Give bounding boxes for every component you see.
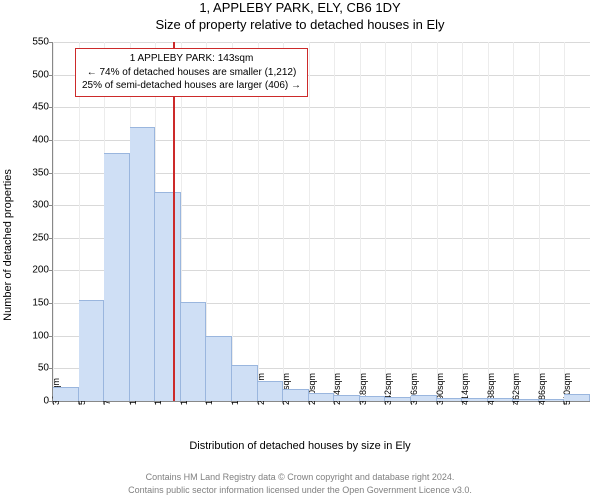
histogram-bar (488, 398, 514, 401)
histogram-bar (206, 336, 232, 401)
histogram-bar (155, 192, 181, 401)
gridline-h (53, 107, 590, 108)
footer-copyright-2: Contains public sector information licen… (128, 485, 472, 495)
gridline-v (334, 42, 335, 401)
page-title-address: 1, APPLEBY PARK, ELY, CB6 1DY (0, 0, 600, 17)
histogram-bar (513, 399, 539, 401)
histogram-bar (258, 381, 284, 401)
histogram-bar (385, 397, 411, 401)
histogram-bar (283, 389, 309, 401)
gridline-v (411, 42, 412, 401)
histogram-bar (130, 127, 156, 401)
histogram-bar (79, 300, 105, 401)
x-axis-label: Distribution of detached houses by size … (189, 440, 410, 452)
gridline-v (437, 42, 438, 401)
footer-copyright-1: Contains HM Land Registry data © Crown c… (146, 472, 455, 482)
annotation-line: 25% of semi-detached houses are larger (… (82, 79, 301, 93)
plot-area: 05010015020025030035040045050055030sqm54… (52, 42, 590, 402)
gridline-v (513, 42, 514, 401)
gridline-h (53, 42, 590, 43)
gridline-v (53, 42, 54, 401)
annotation-line: ← 74% of detached houses are smaller (1,… (82, 66, 301, 80)
histogram-bar (360, 396, 386, 401)
annotation-line: 1 APPLEBY PARK: 143sqm (82, 52, 301, 66)
histogram-bar (437, 398, 463, 401)
histogram-bar (104, 153, 130, 401)
gridline-v (539, 42, 540, 401)
histogram-bar (309, 393, 335, 401)
gridline-v (385, 42, 386, 401)
gridline-v (488, 42, 489, 401)
page-title-desc: Size of property relative to detached ho… (0, 17, 600, 34)
histogram-bar (181, 302, 207, 401)
histogram-bar (539, 399, 565, 401)
histogram-bar (411, 395, 437, 401)
gridline-v (564, 42, 565, 401)
annotation-box: 1 APPLEBY PARK: 143sqm← 74% of detached … (75, 48, 308, 97)
histogram-bar (334, 395, 360, 401)
chart-container: Number of detached properties 0501001502… (0, 36, 600, 454)
histogram-bar (564, 394, 590, 401)
histogram-bar (232, 365, 258, 401)
histogram-bar (462, 398, 488, 401)
gridline-v (309, 42, 310, 401)
histogram-bar (53, 387, 79, 401)
gridline-v (462, 42, 463, 401)
gridline-v (360, 42, 361, 401)
y-axis-label: Number of detached properties (2, 169, 14, 321)
